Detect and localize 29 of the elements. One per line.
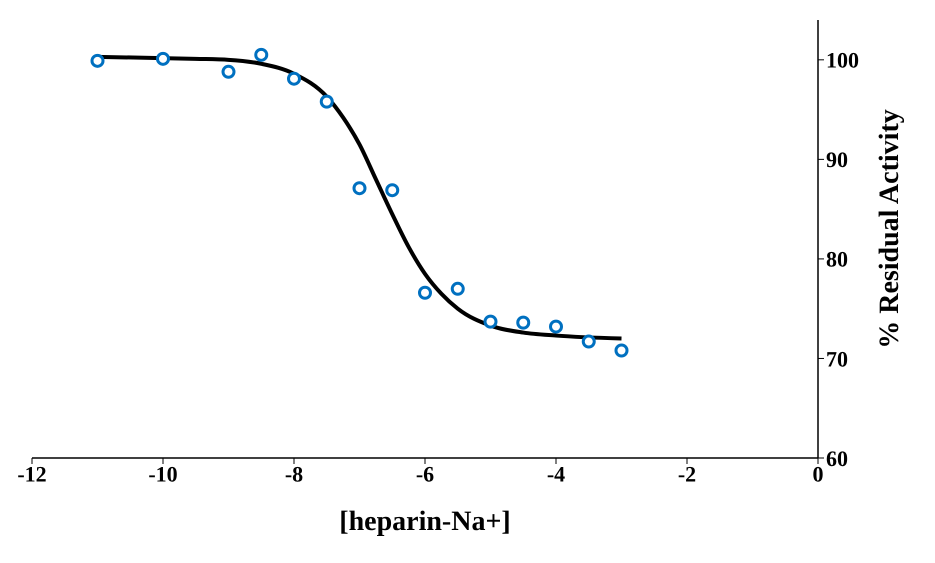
x-tick-label: -10 bbox=[148, 462, 178, 487]
y-axis-title: % Residual Activity bbox=[874, 109, 905, 349]
y-tick-label: 70 bbox=[826, 346, 848, 372]
point bbox=[484, 314, 498, 329]
x-tick-label: -8 bbox=[284, 462, 304, 487]
point bbox=[582, 334, 596, 349]
point bbox=[90, 54, 104, 68]
y-tick-label: 80 bbox=[826, 246, 848, 272]
point bbox=[418, 286, 432, 300]
point bbox=[287, 72, 301, 86]
point bbox=[222, 64, 236, 79]
point bbox=[614, 343, 628, 358]
point bbox=[254, 48, 268, 62]
point bbox=[385, 183, 400, 198]
y-tick-label: 90 bbox=[826, 147, 848, 172]
x-tick-label: -4 bbox=[546, 462, 566, 487]
y-tick-label: 60 bbox=[826, 446, 848, 471]
x-tick-label: -6 bbox=[416, 462, 434, 487]
x-tick-label: -12 bbox=[17, 462, 47, 487]
point bbox=[156, 52, 170, 66]
point bbox=[450, 282, 465, 296]
point bbox=[549, 320, 563, 334]
point bbox=[320, 94, 334, 109]
x-tick-label: 0 bbox=[812, 462, 824, 487]
x-tick-label: -2 bbox=[678, 462, 696, 487]
x-axis-title: [heparin-Na+] bbox=[339, 506, 511, 537]
point bbox=[516, 316, 530, 330]
point bbox=[352, 181, 366, 196]
y-tick-label: 100 bbox=[826, 48, 859, 73]
